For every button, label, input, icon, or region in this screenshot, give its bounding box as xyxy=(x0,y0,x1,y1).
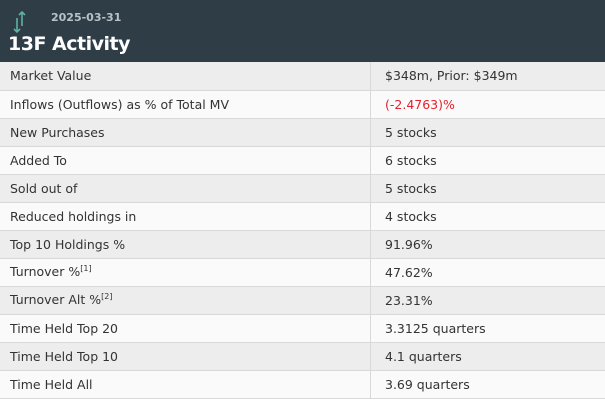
table-row: Time Held Top 20 3.3125 quarters xyxy=(0,314,605,343)
row-label-text: Sold out of xyxy=(10,180,78,196)
row-label: Market Value xyxy=(0,62,371,91)
activity-table: Market Value $348m, Prior: $349m Inflows (… xyxy=(0,62,605,399)
arrows-up-down-icon xyxy=(13,10,26,34)
row-label: Time Held All xyxy=(0,370,371,399)
table-row: Reduced holdings in 4 stocks xyxy=(0,202,605,231)
row-value: 6 stocks xyxy=(370,146,605,175)
footnote-ref[interactable]: [1] xyxy=(80,264,92,274)
row-value: 4.1 quarters xyxy=(370,342,605,371)
row-value: 47.62% xyxy=(370,258,605,287)
row-label-text: Added To xyxy=(10,152,67,168)
row-label: Turnover Alt %[2] xyxy=(0,286,371,315)
report-date: 2025-03-31 xyxy=(51,11,122,24)
row-value: 5 stocks xyxy=(370,118,605,147)
row-label: New Purchases xyxy=(0,118,371,147)
row-value: 3.3125 quarters xyxy=(370,314,605,343)
row-label-text: Time Held Top 20 xyxy=(10,320,119,336)
row-label-text: Turnover Alt % xyxy=(10,292,102,308)
row-value: 23.31% xyxy=(370,286,605,315)
table-row: Turnover %[1] 47.62% xyxy=(0,258,605,287)
row-label: Time Held Top 10 xyxy=(0,342,371,371)
row-label: Inflows (Outflows) as % of Total MV xyxy=(0,90,371,119)
row-label-text: Top 10 Holdings % xyxy=(10,236,126,252)
row-value: $348m, Prior: $349m xyxy=(370,62,605,91)
row-label-text: Inflows (Outflows) as % of Total MV xyxy=(10,96,230,112)
table-row: Time Held Top 10 4.1 quarters xyxy=(0,342,605,371)
row-value: (-2.4763)% xyxy=(370,90,605,119)
row-label-text: Reduced holdings in xyxy=(10,208,137,224)
row-value: 5 stocks xyxy=(370,174,605,203)
table-row: Sold out of 5 stocks xyxy=(0,174,605,203)
row-label-text: New Purchases xyxy=(10,124,105,140)
table-row: New Purchases 5 stocks xyxy=(0,118,605,147)
table-row: Turnover Alt %[2] 23.31% xyxy=(0,286,605,315)
row-value: 4 stocks xyxy=(370,202,605,231)
row-label: Time Held Top 20 xyxy=(0,314,371,343)
row-label: Added To xyxy=(0,146,371,175)
row-label-text: Time Held All xyxy=(10,376,93,392)
footnote-ref[interactable]: [2] xyxy=(101,292,113,302)
table-row: Top 10 Holdings % 91.96% xyxy=(0,230,605,259)
row-label-text: Market Value xyxy=(10,68,92,84)
row-label: Turnover %[1] xyxy=(0,258,371,287)
row-value: 3.69 quarters xyxy=(370,370,605,399)
row-label-text: Turnover % xyxy=(10,264,81,280)
row-label-text: Time Held Top 10 xyxy=(10,348,119,364)
row-label: Sold out of xyxy=(0,174,371,203)
table-row: Inflows (Outflows) as % of Total MV (-2.4… xyxy=(0,90,605,119)
table-row: Market Value $348m, Prior: $349m xyxy=(0,62,605,91)
row-label: Top 10 Holdings % xyxy=(0,230,371,259)
table-row: Time Held All 3.69 quarters xyxy=(0,370,605,399)
table-row: Added To 6 stocks xyxy=(0,146,605,175)
row-label: Reduced holdings in xyxy=(0,202,371,231)
header: 2025-03-31 13F Activity xyxy=(0,0,605,62)
page-title: 13F Activity xyxy=(8,33,130,55)
row-value: 91.96% xyxy=(370,230,605,259)
